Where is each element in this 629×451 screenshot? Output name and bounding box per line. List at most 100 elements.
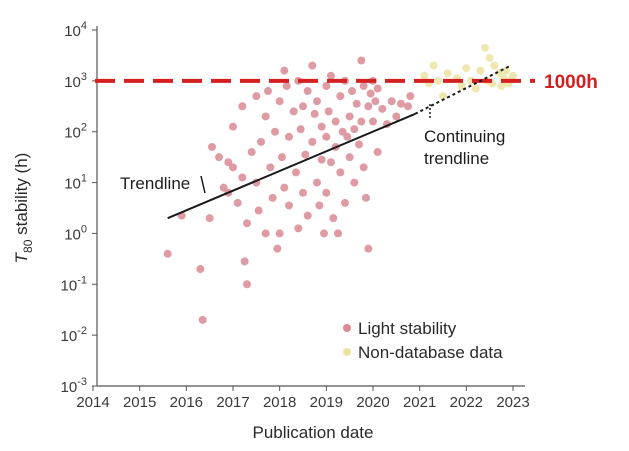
light-stability-point: [341, 198, 349, 207]
light-stability-point: [243, 280, 251, 289]
light-stability-point: [266, 163, 275, 172]
light-stability-point: [275, 229, 284, 238]
light-stability-point: [373, 84, 382, 93]
non-database-point: [439, 92, 447, 101]
light-stability-point: [352, 99, 361, 108]
non-database-point: [497, 81, 506, 90]
legend: Light stability Non-database data: [343, 319, 503, 362]
x-tick-label: 2018: [263, 394, 296, 411]
light-stability-point: [404, 102, 412, 111]
light-stability-point: [387, 97, 396, 106]
y-tick-label: 102: [64, 122, 87, 142]
light-stability-point: [345, 153, 354, 162]
chart-labels: Publication date T80 stability (h) 1000h Tr…: [12, 72, 598, 442]
non-database-point: [490, 61, 499, 70]
light-stability-point: [397, 99, 405, 108]
light-stability-point: [308, 61, 317, 70]
light-stability-point: [289, 107, 298, 116]
light-stability-point: [278, 153, 286, 162]
legend-label: Light stability: [358, 319, 457, 338]
light-stability-point: [371, 97, 380, 106]
non-database-point: [502, 66, 510, 75]
light-stability-point: [243, 219, 251, 228]
light-stability-point: [331, 117, 340, 126]
light-stability-point: [327, 158, 335, 167]
continuing-trendline-label-line1: Continuing: [424, 127, 505, 146]
light-stability-point: [273, 244, 282, 253]
x-tick-label: 2020: [356, 394, 389, 411]
y-tick-label: 104: [64, 20, 87, 40]
x-tick-label: 2017: [216, 394, 249, 411]
non-database-point: [481, 43, 489, 52]
light-stability-point: [369, 117, 377, 126]
y-tick-label: 103: [64, 71, 87, 91]
light-stability-point: [285, 201, 293, 210]
light-stability-point: [303, 211, 312, 220]
light-stability-point: [292, 168, 300, 177]
reference-line-label: 1000h: [544, 72, 598, 93]
trendline-label: Trendline: [120, 174, 190, 193]
light-stability-point: [198, 315, 207, 324]
light-stability-point: [313, 97, 321, 106]
light-stability-point: [329, 214, 338, 223]
non-database-point: [462, 64, 471, 73]
legend-label: Non-database data: [358, 343, 503, 362]
light-stability-point: [364, 244, 373, 253]
light-stability-point: [334, 229, 342, 238]
continuing-trendline-label-line2: trendline: [424, 149, 489, 168]
light-stability-point: [296, 125, 305, 134]
y-tick-label: 10-3: [61, 376, 87, 396]
x-tick-label: 2015: [123, 394, 156, 411]
light-stability-point: [205, 214, 214, 223]
light-stability-point: [324, 107, 333, 116]
light-stability-point: [271, 127, 279, 136]
trendline-label-leader: [200, 175, 206, 194]
axes: [96, 26, 525, 387]
x-tick-label: 2016: [170, 394, 203, 411]
light-stability-point: [280, 183, 289, 192]
light-stability-point: [336, 168, 345, 177]
light-stability-point: [322, 132, 331, 141]
light-stability-point: [359, 163, 368, 172]
light-stability-point: [373, 148, 382, 157]
light-stability-point: [378, 104, 387, 113]
light-stability-point: [275, 97, 284, 106]
light-stability-point: [301, 150, 310, 159]
light-stability-point: [252, 92, 261, 101]
light-stability-point: [294, 224, 303, 233]
light-stability-point: [359, 81, 368, 90]
y-tick-label: 100: [64, 223, 87, 243]
light-stability-point: [345, 112, 354, 121]
light-stability-point: [254, 206, 263, 215]
light-stability-point: [364, 102, 373, 111]
light-stability-point: [310, 109, 319, 118]
light-stability-point: [322, 188, 331, 197]
legend-marker: [343, 348, 351, 356]
axis-ticks: 2014 2015 2016 2017 2018 2019 2020 2021 2022 2023…: [61, 20, 530, 411]
x-axis-title: Publication date: [253, 423, 374, 442]
non-database-point: [429, 61, 438, 70]
light-stability-point: [247, 148, 256, 157]
light-stability-point: [322, 81, 331, 90]
light-stability-point: [240, 257, 249, 266]
light-stability-point: [338, 127, 347, 136]
non-database-point: [457, 81, 466, 90]
non-database-point: [471, 84, 480, 93]
light-stability-point: [357, 56, 366, 65]
light-stability-point: [350, 125, 359, 134]
data-points: [163, 43, 517, 324]
light-stability-point: [315, 201, 324, 210]
y-axis-title: T80 stability (h): [12, 153, 35, 264]
non-database-point: [476, 66, 485, 75]
light-stability-point: [219, 183, 228, 192]
non-database-point: [434, 76, 443, 85]
light-stability-point: [280, 66, 289, 75]
non-database-point: [420, 71, 429, 80]
light-stability-point: [229, 122, 237, 131]
light-stability-point: [238, 173, 247, 182]
light-stability-point: [320, 229, 328, 238]
light-stability-point: [261, 112, 270, 121]
light-stability-point: [264, 87, 272, 96]
light-stability-point: [357, 117, 366, 126]
